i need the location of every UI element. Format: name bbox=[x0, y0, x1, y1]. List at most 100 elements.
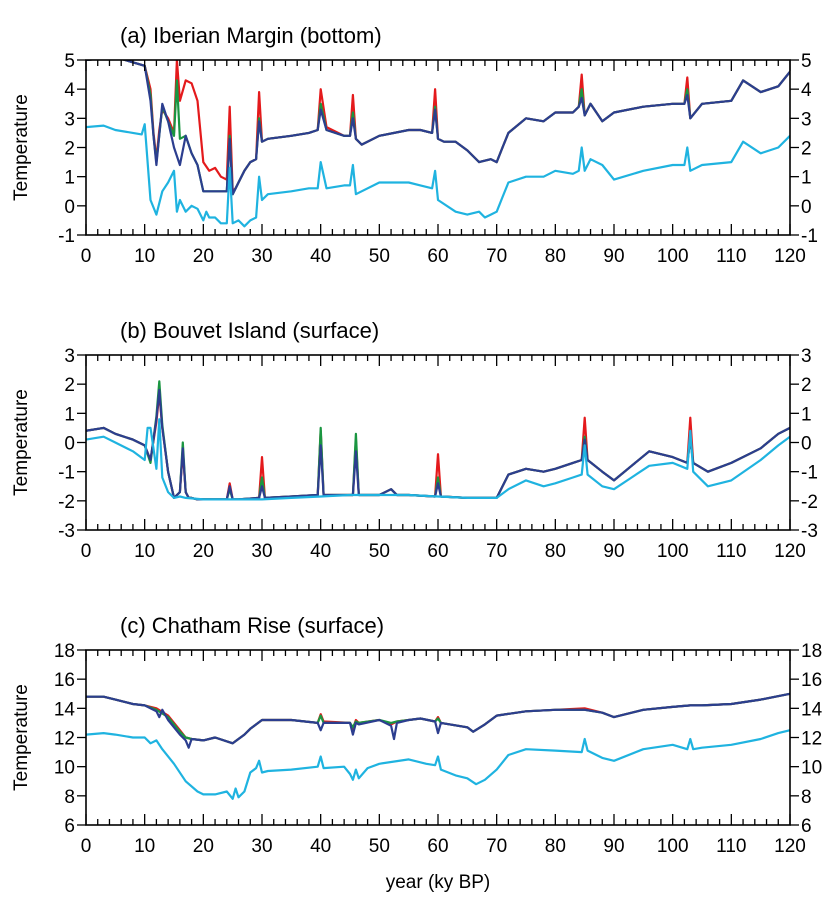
x-tick-label: 0 bbox=[81, 246, 92, 267]
y-tick-label-right: 4 bbox=[801, 80, 812, 101]
y-tick-label-right: 0 bbox=[801, 434, 812, 455]
x-tick-label: 30 bbox=[251, 246, 272, 267]
y-tick-label-left: 2 bbox=[64, 139, 75, 160]
y-tick-label-left: 3 bbox=[64, 109, 75, 130]
x-tick-label: 80 bbox=[545, 836, 566, 857]
y-tick-label-right: 8 bbox=[801, 787, 812, 808]
x-tick-label: 110 bbox=[716, 541, 746, 562]
y-tick-label-left: 6 bbox=[64, 816, 75, 837]
y-tick-label-right: 3 bbox=[801, 346, 812, 367]
y-tick-label-right: 16 bbox=[801, 670, 822, 691]
series-line-2 bbox=[86, 692, 790, 749]
series-group bbox=[86, 60, 790, 228]
x-tick-label: 80 bbox=[545, 541, 566, 562]
panel-title: (a) Iberian Margin (bottom) bbox=[120, 23, 382, 48]
x-tick-label: 70 bbox=[486, 836, 507, 857]
y-tick-label-left: 1 bbox=[64, 404, 75, 425]
series-group bbox=[86, 692, 790, 800]
x-tick-label: 50 bbox=[369, 541, 390, 562]
x-tick-label: 10 bbox=[134, 836, 155, 857]
y-tick-label-left: 14 bbox=[54, 699, 76, 720]
panel-c: (c) Chatham Rise (surface) Temperature 0 10… bbox=[11, 613, 823, 857]
x-tick-label: 70 bbox=[486, 246, 507, 267]
panel-title: (c) Chatham Rise (surface) bbox=[120, 613, 384, 638]
series-line-2 bbox=[86, 60, 790, 196]
series-group bbox=[86, 380, 790, 501]
x-tick-label: 90 bbox=[603, 541, 624, 562]
x-axis-label: year (ky BP) bbox=[386, 872, 491, 893]
y-tick-label-right: -1 bbox=[801, 226, 818, 247]
series-line-3 bbox=[86, 418, 790, 501]
y-tick-label-left: 18 bbox=[54, 641, 75, 662]
y-axis-label: Temperature bbox=[11, 389, 32, 496]
y-tick-label-right: 5 bbox=[801, 51, 812, 72]
y-axis-label: Temperature bbox=[11, 94, 32, 201]
series-line-3 bbox=[86, 123, 790, 228]
y-tick-label-right: 1 bbox=[801, 168, 812, 189]
x-tick-label: 20 bbox=[193, 836, 214, 857]
panel-b: (b) Bouvet Island (surface) Temperature 0 1… bbox=[11, 318, 818, 562]
y-tick-label-left: 10 bbox=[54, 758, 75, 779]
y-tick-label-left: 0 bbox=[64, 197, 75, 218]
x-tick-label: 10 bbox=[134, 246, 155, 267]
y-tick-label-left: 12 bbox=[54, 729, 75, 750]
y-tick-label-left: -1 bbox=[58, 463, 75, 484]
x-tick-label: 100 bbox=[657, 836, 689, 857]
x-tick-label: 60 bbox=[427, 246, 448, 267]
x-tick-label: 0 bbox=[81, 836, 92, 857]
y-tick-label-left: -3 bbox=[58, 521, 75, 542]
y-tick-label-right: 10 bbox=[801, 758, 822, 779]
x-tick-label: 90 bbox=[603, 836, 624, 857]
y-tick-label-right: -3 bbox=[801, 521, 818, 542]
x-tick-label: 120 bbox=[774, 246, 806, 267]
y-tick-label-right: 2 bbox=[801, 375, 812, 396]
x-tick-label: 100 bbox=[657, 246, 689, 267]
x-tick-label: 60 bbox=[427, 836, 448, 857]
y-tick-label-left: 3 bbox=[64, 346, 75, 367]
x-tick-label: 120 bbox=[774, 541, 806, 562]
x-tick-label: 40 bbox=[310, 836, 331, 857]
x-tick-label: 20 bbox=[193, 246, 214, 267]
y-tick-label-right: 12 bbox=[801, 729, 822, 750]
series-line-0 bbox=[86, 60, 790, 193]
y-tick-label-left: 5 bbox=[64, 51, 75, 72]
x-tick-label: 90 bbox=[603, 246, 624, 267]
series-line-1 bbox=[86, 380, 790, 501]
x-tick-label: 120 bbox=[774, 836, 806, 857]
y-tick-label-left: 1 bbox=[64, 168, 75, 189]
y-tick-label-right: 1 bbox=[801, 404, 812, 425]
x-tick-label: 40 bbox=[310, 246, 331, 267]
x-tick-label: 110 bbox=[716, 836, 746, 857]
y-axis-label: Temperature bbox=[11, 684, 32, 791]
series-line-3 bbox=[86, 729, 790, 800]
x-tick-label: 100 bbox=[657, 541, 689, 562]
x-tick-label: 20 bbox=[193, 541, 214, 562]
x-tick-label: 0 bbox=[81, 541, 92, 562]
x-tick-label: 60 bbox=[427, 541, 448, 562]
x-tick-label: 30 bbox=[251, 541, 272, 562]
y-tick-label-right: 2 bbox=[801, 139, 812, 160]
x-tick-label: 50 bbox=[369, 246, 390, 267]
x-tick-label: 110 bbox=[716, 246, 746, 267]
y-tick-label-left: 2 bbox=[64, 375, 75, 396]
plot-frame bbox=[85, 649, 791, 826]
y-tick-label-left: -1 bbox=[58, 226, 75, 247]
y-tick-label-left: 4 bbox=[64, 80, 75, 101]
y-tick-label-left: 0 bbox=[64, 434, 75, 455]
y-tick-label-left: -2 bbox=[58, 492, 75, 513]
y-tick-label-right: 3 bbox=[801, 109, 812, 130]
plot-frame bbox=[85, 354, 791, 531]
x-tick-label: 70 bbox=[486, 541, 507, 562]
panel-a: (a) Iberian Margin (bottom) Temperature 0 1… bbox=[11, 23, 818, 267]
y-tick-label-right: 18 bbox=[801, 641, 822, 662]
panel-title: (b) Bouvet Island (surface) bbox=[120, 318, 379, 343]
y-tick-label-right: -1 bbox=[801, 463, 818, 484]
x-tick-label: 40 bbox=[310, 541, 331, 562]
y-tick-label-right: -2 bbox=[801, 492, 818, 513]
x-tick-label: 80 bbox=[545, 246, 566, 267]
y-tick-label-left: 16 bbox=[54, 670, 75, 691]
series-line-1 bbox=[86, 692, 790, 745]
y-tick-label-left: 8 bbox=[64, 787, 75, 808]
y-tick-label-right: 6 bbox=[801, 816, 812, 837]
